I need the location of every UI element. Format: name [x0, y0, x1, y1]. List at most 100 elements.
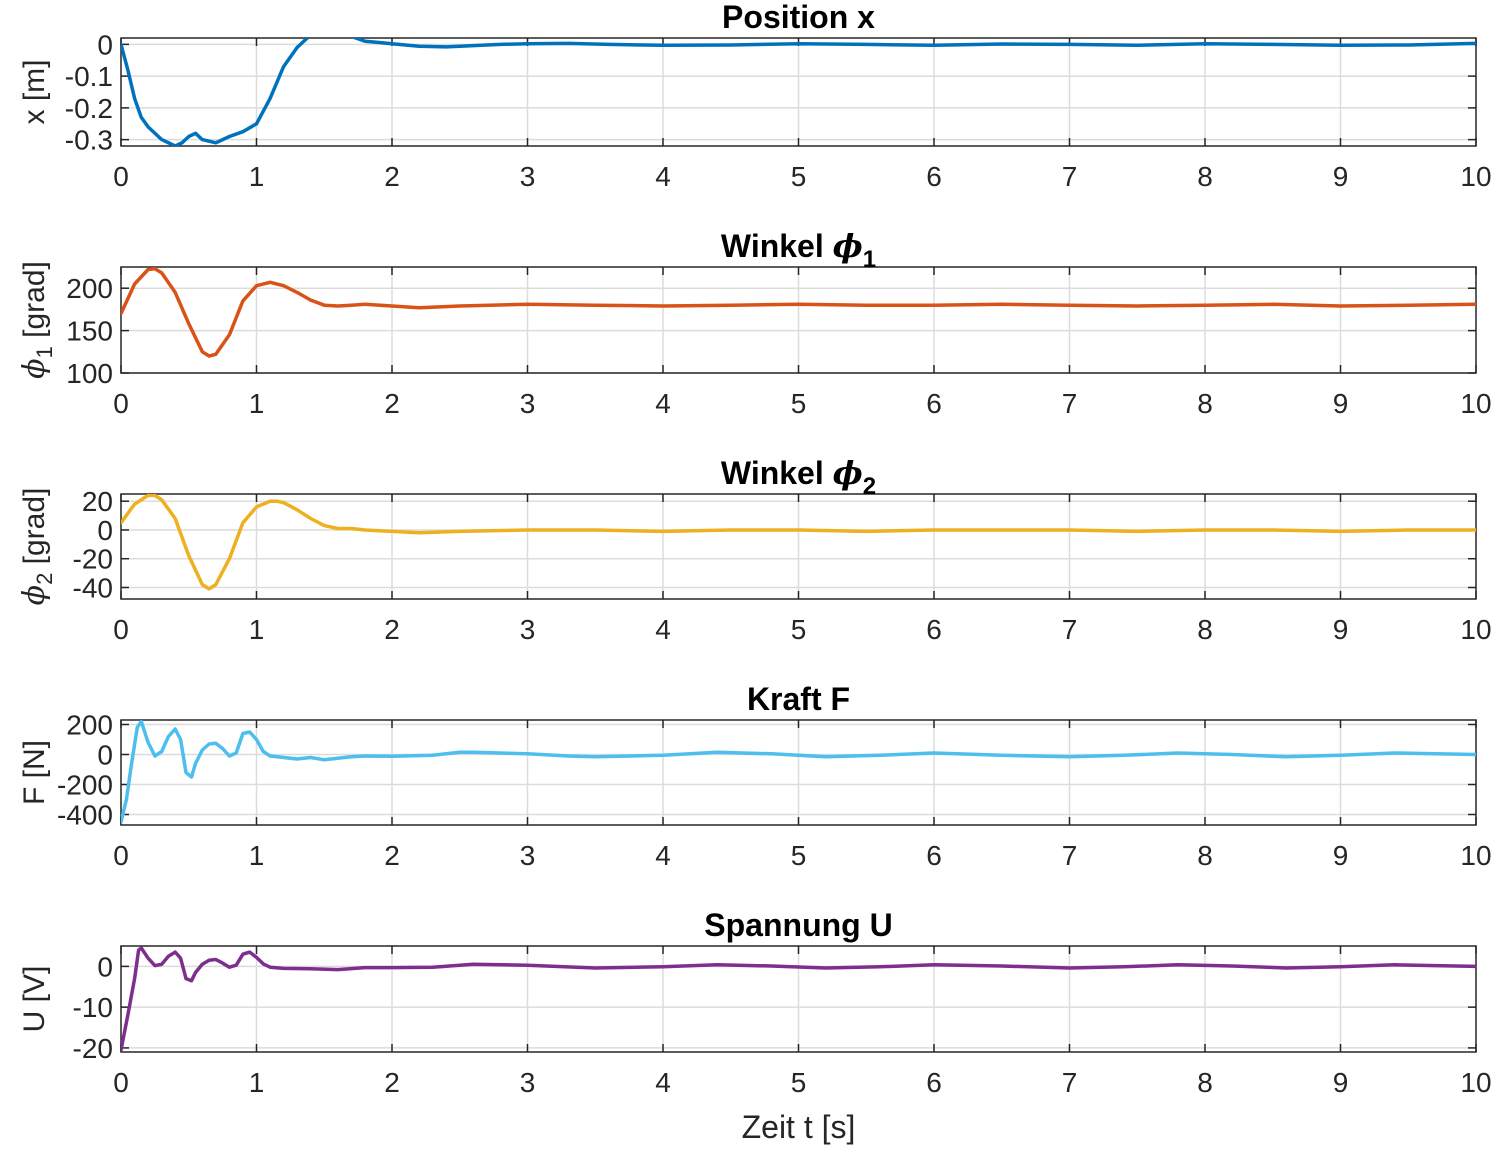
x-tick-label: 6: [926, 614, 942, 645]
y-axis-label: ϕ1 [grad]: [17, 261, 57, 379]
y-tick-label: 0: [97, 515, 113, 546]
y-tick-label: -400: [57, 800, 113, 831]
x-tick-label: 4: [655, 614, 671, 645]
x-tick-label: 8: [1197, 840, 1213, 871]
y-tick-label: 0: [97, 29, 113, 60]
x-tick-label: 9: [1333, 840, 1349, 871]
title-main: Position x: [722, 0, 875, 35]
x-tick-label: 5: [791, 614, 807, 645]
y-tick-label: 200: [66, 273, 113, 304]
title-main: Winkel: [721, 455, 833, 491]
x-tick-label: 6: [926, 388, 942, 419]
x-tick-label: 2: [384, 614, 400, 645]
series-line-1: [121, 38, 1476, 146]
x-tick-label: 5: [791, 840, 807, 871]
y-tick-label: 150: [66, 316, 113, 347]
x-tick-label: 10: [1460, 388, 1491, 419]
series-line-5: [121, 946, 1476, 1052]
subplot-title: Spannung U: [704, 907, 892, 943]
x-tick-label: 8: [1197, 1067, 1213, 1098]
x-tick-label: 5: [791, 1067, 807, 1098]
x-tick-label: 7: [1062, 161, 1078, 192]
x-tick-label: 1: [249, 1067, 265, 1098]
title-main: Kraft F: [747, 681, 850, 717]
title-main: Spannung U: [704, 907, 892, 943]
title-symbol: ϕ: [833, 454, 863, 492]
series-line-2: [121, 267, 1476, 358]
ylabel-subscript: 2: [32, 573, 57, 585]
y-tick-label: 100: [66, 358, 113, 389]
y-tick-label: -20: [73, 1033, 113, 1064]
y-tick-label: -0.1: [65, 61, 113, 92]
y-tick-label: -10: [73, 992, 113, 1023]
x-tick-label: 4: [655, 161, 671, 192]
x-tick-label: 4: [655, 388, 671, 419]
series-line-4: [121, 720, 1476, 824]
x-tick-label: 9: [1333, 614, 1349, 645]
x-tick-label: 9: [1333, 161, 1349, 192]
title-symbol: ϕ: [833, 227, 863, 265]
x-tick-label: 2: [384, 1067, 400, 1098]
x-tick-label: 7: [1062, 614, 1078, 645]
x-tick-label: 0: [113, 161, 129, 192]
x-tick-label: 7: [1062, 388, 1078, 419]
title-subscript: 2: [863, 473, 876, 500]
subplot-title: Winkel ϕ2: [721, 454, 876, 500]
x-tick-label: 1: [249, 161, 265, 192]
ylabel-symbol: ϕ: [17, 358, 52, 378]
x-tick-label: 8: [1197, 388, 1213, 419]
y-axis-label: x [m]: [18, 60, 51, 125]
subplot-title: Position x: [722, 0, 875, 35]
y-axis-label: ϕ2 [grad]: [17, 488, 57, 606]
series-line-3: [121, 494, 1476, 591]
y-tick-label: -0.3: [65, 125, 113, 156]
y-tick-label: -40: [73, 572, 113, 603]
ylabel-unit: [grad]: [18, 261, 51, 346]
x-tick-label: 7: [1062, 840, 1078, 871]
x-tick-label: 10: [1460, 614, 1491, 645]
x-tick-label: 6: [926, 161, 942, 192]
y-tick-label: 20: [82, 486, 113, 517]
subplot-title: Kraft F: [747, 681, 850, 717]
title-subscript: 1: [863, 246, 876, 273]
x-axis-label: Zeit t [s]: [742, 1109, 856, 1145]
x-tick-label: 9: [1333, 1067, 1349, 1098]
x-tick-label: 5: [791, 161, 807, 192]
x-tick-label: 1: [249, 388, 265, 419]
title-main: Winkel: [721, 228, 833, 264]
x-tick-label: 1: [249, 840, 265, 871]
x-tick-label: 2: [384, 840, 400, 871]
x-tick-label: 2: [384, 388, 400, 419]
y-tick-label: -20: [73, 544, 113, 575]
x-tick-label: 10: [1460, 161, 1491, 192]
x-tick-label: 3: [520, 614, 536, 645]
x-tick-label: 2: [384, 161, 400, 192]
x-tick-label: 6: [926, 1067, 942, 1098]
y-tick-label: 0: [97, 740, 113, 771]
x-tick-label: 0: [113, 614, 129, 645]
x-tick-label: 1: [249, 614, 265, 645]
y-axis-label: U [V]: [18, 966, 51, 1033]
y-tick-label: 200: [66, 710, 113, 741]
ylabel-symbol: ϕ: [17, 585, 52, 605]
x-tick-label: 4: [655, 1067, 671, 1098]
x-tick-label: 10: [1460, 1067, 1491, 1098]
ylabel-subscript: 1: [32, 346, 57, 358]
x-tick-label: 3: [520, 161, 536, 192]
y-tick-label: 0: [97, 951, 113, 982]
y-tick-label: -0.2: [65, 93, 113, 124]
x-tick-label: 3: [520, 840, 536, 871]
x-tick-label: 0: [113, 388, 129, 419]
y-tick-label: -200: [57, 770, 113, 801]
x-tick-label: 5: [791, 388, 807, 419]
x-tick-label: 10: [1460, 840, 1491, 871]
x-tick-label: 8: [1197, 614, 1213, 645]
x-tick-label: 9: [1333, 388, 1349, 419]
subplot-title: Winkel ϕ1: [721, 227, 876, 273]
x-tick-label: 0: [113, 1067, 129, 1098]
